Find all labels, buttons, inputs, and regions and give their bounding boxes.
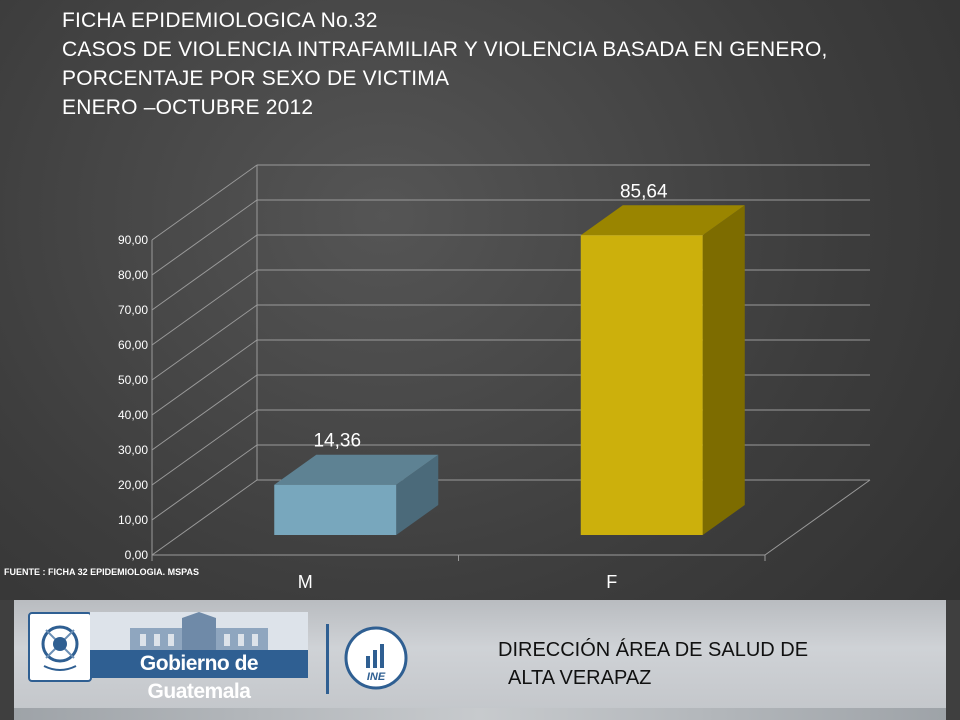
y-tick-label: 30,00 bbox=[118, 443, 148, 457]
source-note: FUENTE : FICHA 32 EPIDEMIOLOGIA. MSPAS bbox=[4, 567, 200, 577]
y-tick-label: 40,00 bbox=[118, 408, 148, 422]
y-tick-label: 0,00 bbox=[125, 548, 149, 562]
gridline-wall bbox=[151, 234, 258, 311]
title-line-4: ENERO –OCTUBRE 2012 bbox=[62, 96, 314, 119]
gridline-wall bbox=[151, 199, 258, 276]
bar-side-m bbox=[396, 454, 439, 535]
bar-chart: 0,00 10,00 20,00 30,00 40,00 50,00 60,00 70,00 8… bbox=[118, 164, 871, 592]
footer-banner: Gobierno de Guatemala INE DIRECCIÓN ÁREA… bbox=[0, 600, 960, 720]
footer-bottom-band bbox=[14, 708, 946, 720]
gridline-wall bbox=[151, 269, 258, 346]
gridline-wall bbox=[151, 409, 258, 486]
ine-logo-icon: INE bbox=[344, 626, 408, 690]
bar-top-f bbox=[580, 205, 745, 236]
chart-title: FICHA EPIDEMIOLOGICA No.32 CASOS DE VIOL… bbox=[62, 6, 942, 122]
direction-line-2: ALTA VERAPAZ bbox=[508, 667, 652, 689]
gridline-wall bbox=[151, 444, 258, 521]
y-tick-label: 70,00 bbox=[118, 303, 148, 317]
y-tick-label: 20,00 bbox=[118, 478, 148, 492]
palace-icon bbox=[90, 612, 308, 652]
y-tick-label: 50,00 bbox=[118, 373, 148, 387]
gridline-wall bbox=[151, 304, 258, 381]
x-tick-label-m: M bbox=[298, 572, 313, 592]
bar-side-f bbox=[702, 205, 745, 535]
data-label-f: 85,64 bbox=[620, 181, 668, 202]
bar-f bbox=[580, 235, 703, 535]
gridline-wall bbox=[151, 479, 258, 556]
bar-m bbox=[274, 484, 397, 535]
y-tick-label: 10,00 bbox=[118, 513, 148, 527]
bar-top-m bbox=[274, 454, 439, 485]
title-line-3: PORCENTAJE POR SEXO DE VICTIMA bbox=[62, 67, 450, 90]
gridline-wall bbox=[151, 164, 258, 241]
gridline-wall bbox=[151, 374, 258, 451]
title-line-1: FICHA EPIDEMIOLOGICA No.32 bbox=[62, 9, 378, 32]
direction-line-1: DIRECCIÓN ÁREA DE SALUD DE bbox=[498, 639, 809, 661]
x-tick-label-f: F bbox=[606, 572, 617, 592]
footer-divider bbox=[326, 624, 329, 694]
guatemala-seal-icon bbox=[28, 612, 92, 682]
floor-edge bbox=[764, 479, 871, 556]
footer-left-stripe bbox=[0, 600, 14, 720]
gridline-wall bbox=[151, 339, 258, 416]
footer-right-stripe bbox=[946, 600, 960, 720]
direction-label: DIRECCIÓN ÁREA DE SALUD DE ALTA VERAPAZ bbox=[498, 636, 808, 692]
title-line-2: CASOS DE VIOLENCIA INTRAFAMILIAR Y VIOLE… bbox=[62, 38, 828, 61]
y-tick-label: 80,00 bbox=[118, 268, 148, 282]
ine-label: INE bbox=[367, 671, 386, 683]
government-name: Gobierno de Guatemala bbox=[90, 650, 308, 703]
y-tick-label: 60,00 bbox=[118, 338, 148, 352]
data-label-m: 14,36 bbox=[313, 431, 361, 452]
government-logo: Gobierno de Guatemala bbox=[90, 612, 308, 703]
y-tick-label: 90,00 bbox=[118, 233, 148, 247]
